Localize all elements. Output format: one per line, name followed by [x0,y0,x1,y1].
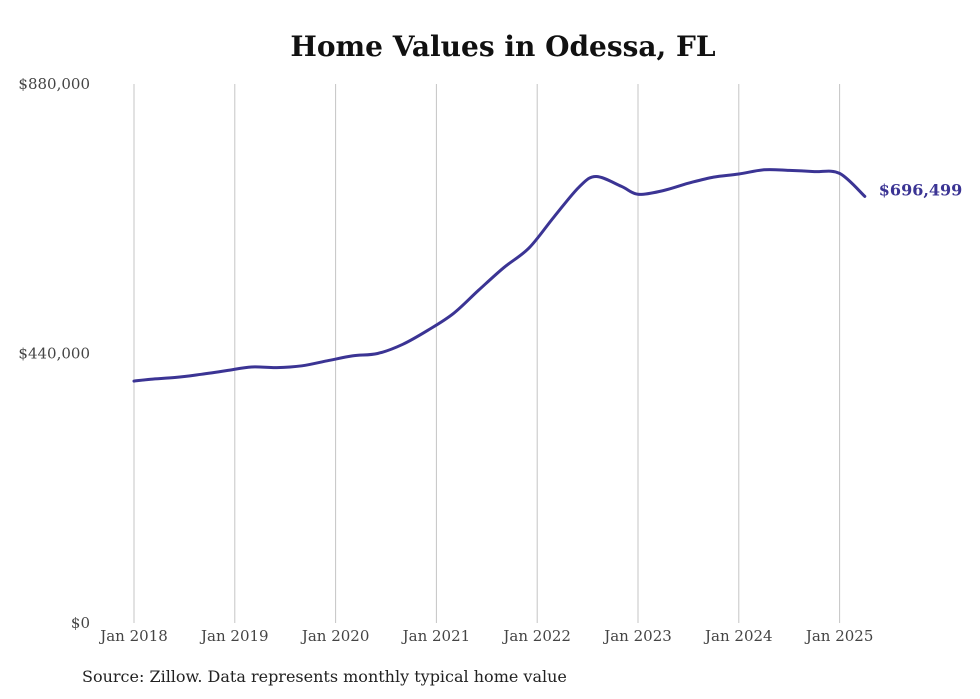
x-tick-label: Jan 2021 [401,627,471,645]
x-tick-label: Jan 2022 [501,627,571,645]
x-tick-label: Jan 2018 [98,627,168,645]
x-tick-label: Jan 2024 [703,627,773,645]
x-axis-ticks: Jan 2018 Jan 2019 Jan 2020 Jan 2021 Jan 2022… [98,627,873,645]
end-value-label: $696,499 [879,180,963,199]
y-tick-label: $440,000 [18,345,90,363]
x-tick-label: Jan 2025 [804,627,874,645]
series-layer [132,168,867,383]
x-tick-label: Jan 2019 [199,627,269,645]
source-note: Source: Zillow. Data represents monthly … [82,667,567,686]
gridlines [133,84,841,623]
y-tick-label: $0 [71,614,90,632]
x-tick-label: Jan 2023 [602,627,672,645]
series-line [132,168,867,383]
annotations: $696,499 [879,180,963,199]
y-axis-ticks: $0 $440,000 $880,000 [18,75,90,632]
line-chart: $0$440,000$880,000 Jan 2018 Jan 2019 Jan 2… [18,75,963,645]
x-tick-label: Jan 2020 [300,627,370,645]
y-tick-label: $880,000 [18,75,90,93]
chart-title: Home Values in Odessa, FL [290,30,716,63]
